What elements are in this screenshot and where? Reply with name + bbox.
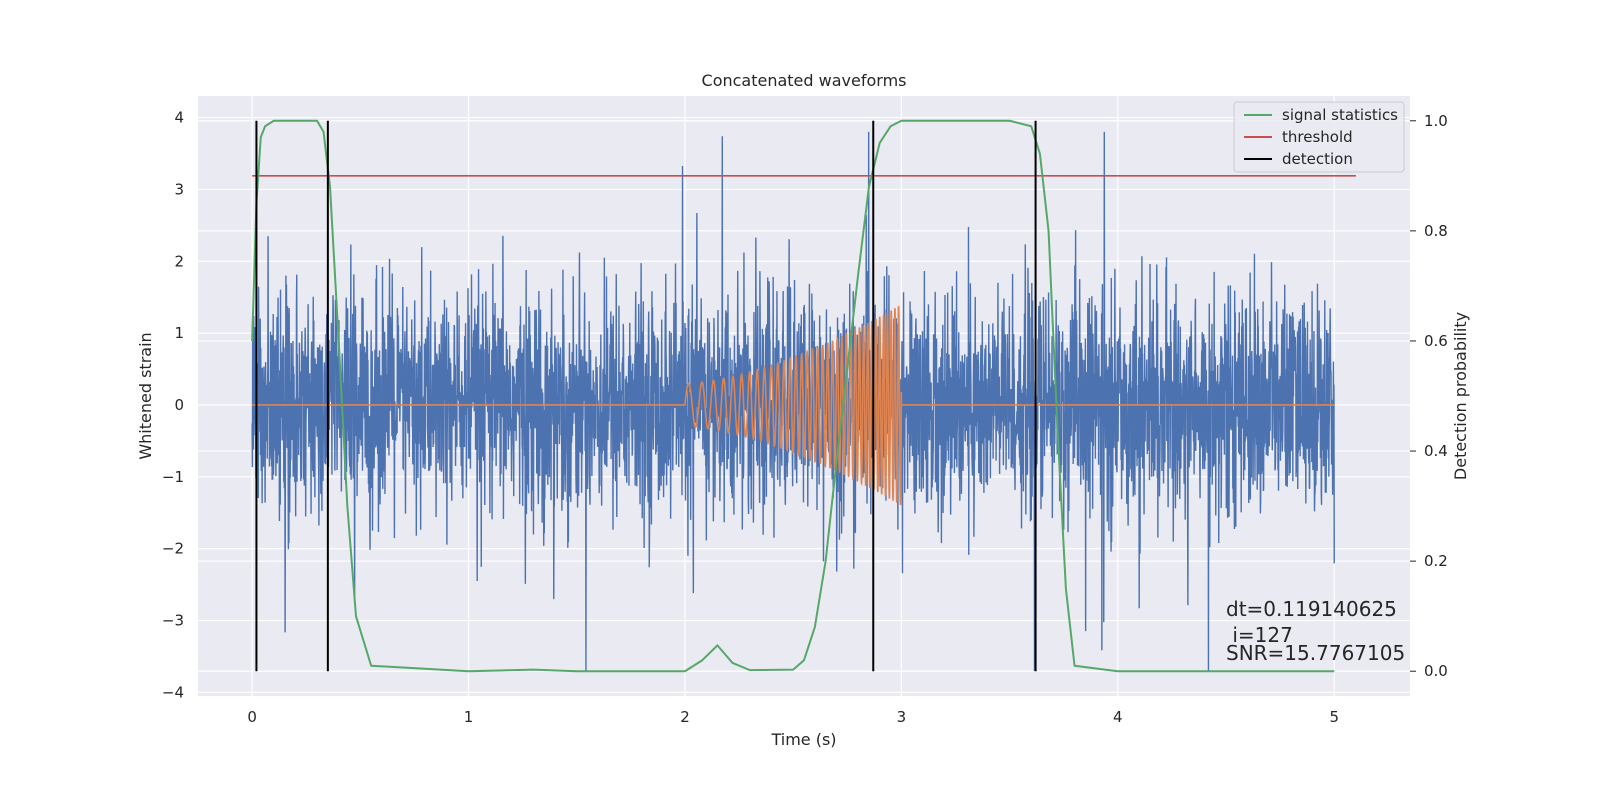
y2-tick-label: 0.8: [1424, 222, 1448, 240]
y2-tick-label: 1.0: [1424, 112, 1448, 130]
legend-label-detection: detection: [1282, 150, 1353, 168]
y2-tick-label: 0.2: [1424, 552, 1448, 570]
x-tick-label: 0: [247, 708, 257, 726]
series-template-chirp: [252, 306, 1335, 506]
y-tick-label: −4: [162, 683, 184, 701]
legend-label-signal-statistics: signal statistics: [1282, 106, 1398, 124]
annotation-snr: SNR=15.7767105: [1226, 641, 1405, 665]
x-tick-label: 3: [897, 708, 907, 726]
x-tick-label: 4: [1113, 708, 1123, 726]
y-axis-title: Whitened strain: [136, 332, 155, 459]
y2-tick-label: 0.0: [1424, 662, 1448, 680]
y-tick-label: 3: [174, 180, 184, 198]
y2-tick-label: 0.6: [1424, 332, 1448, 350]
legend-box: [1233, 101, 1405, 173]
axes: 0 1 2 3 4 5 −4 −3 −2 −1 0 1 2 3 4 0.0 0.2 0.4 0.6 0.8 1.0: [162, 109, 1448, 726]
x-tick-label: 2: [680, 708, 690, 726]
y-tick-label: −1: [162, 468, 184, 486]
annotation-dt: dt=0.119140625: [1226, 597, 1397, 621]
y2-axis-title: Detection probability: [1451, 312, 1470, 480]
plot-area: [251, 119, 1356, 673]
y-tick-label: 2: [174, 252, 184, 270]
x-tick-label: 5: [1329, 708, 1339, 726]
x-tick-label: 1: [464, 708, 474, 726]
annotation-i: i=127: [1226, 623, 1293, 647]
y-tick-label: −3: [162, 612, 184, 630]
chart-title: Concatenated waveforms: [702, 71, 907, 90]
y2-tick-label: 0.4: [1424, 442, 1448, 460]
y-tick-label: 1: [174, 324, 184, 342]
series-signal-statistics: [251, 119, 1335, 673]
y-tick-label: −2: [162, 540, 184, 558]
y-tick-label: 4: [174, 109, 184, 127]
legend-label-threshold: threshold: [1282, 128, 1353, 146]
y-tick-label: 0: [174, 396, 184, 414]
legend: signal statistics threshold detection: [1233, 101, 1405, 173]
series-whitened-strain: [251, 131, 1335, 671]
x-axis-title: Time (s): [770, 730, 836, 749]
